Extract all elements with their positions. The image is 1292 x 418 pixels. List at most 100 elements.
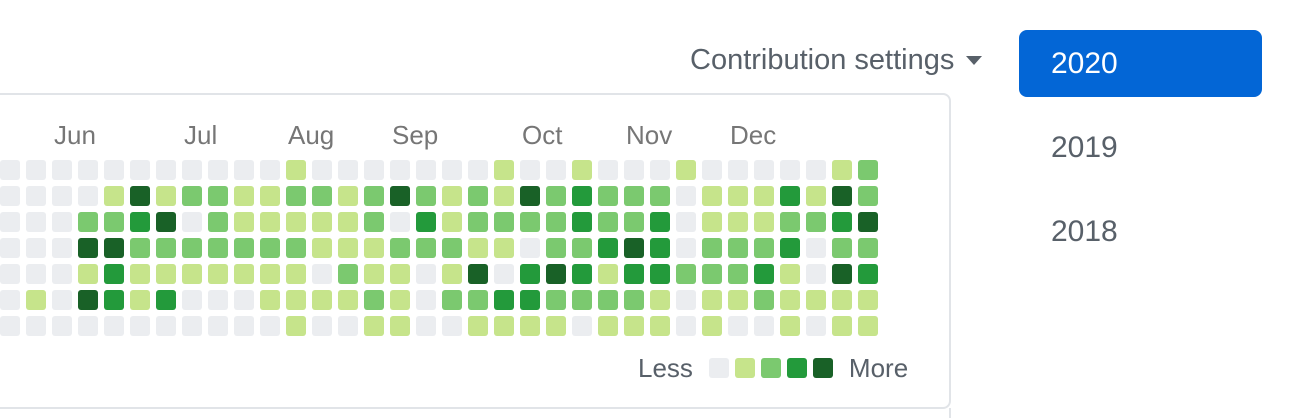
contribution-cell[interactable] xyxy=(182,264,202,284)
contribution-cell[interactable] xyxy=(364,212,384,232)
contribution-cell[interactable] xyxy=(390,290,410,310)
contribution-cell[interactable] xyxy=(234,238,254,258)
contribution-cell[interactable] xyxy=(130,316,150,336)
contribution-cell[interactable] xyxy=(156,160,176,180)
contribution-cell[interactable] xyxy=(650,186,670,206)
contribution-cell[interactable] xyxy=(572,290,592,310)
contribution-cell[interactable] xyxy=(858,186,878,206)
contribution-cell[interactable] xyxy=(104,264,124,284)
contribution-cell[interactable] xyxy=(0,264,20,284)
contribution-cell[interactable] xyxy=(520,186,540,206)
contribution-cell[interactable] xyxy=(416,212,436,232)
contribution-cell[interactable] xyxy=(806,160,826,180)
contribution-cell[interactable] xyxy=(130,264,150,284)
contribution-cell[interactable] xyxy=(598,290,618,310)
contribution-cell[interactable] xyxy=(104,290,124,310)
contribution-cell[interactable] xyxy=(0,238,20,258)
contribution-cell[interactable] xyxy=(572,264,592,284)
contribution-cell[interactable] xyxy=(442,238,462,258)
contribution-cell[interactable] xyxy=(468,160,488,180)
contribution-cell[interactable] xyxy=(52,160,72,180)
contribution-cell[interactable] xyxy=(442,316,462,336)
contribution-cell[interactable] xyxy=(234,290,254,310)
contribution-cell[interactable] xyxy=(416,186,436,206)
contribution-cell[interactable] xyxy=(182,290,202,310)
contribution-cell[interactable] xyxy=(832,186,852,206)
contribution-cell[interactable] xyxy=(208,264,228,284)
contribution-cell[interactable] xyxy=(598,212,618,232)
contribution-cell[interactable] xyxy=(754,186,774,206)
contribution-cell[interactable] xyxy=(0,160,20,180)
contribution-cell[interactable] xyxy=(182,212,202,232)
contribution-cell[interactable] xyxy=(780,316,800,336)
contribution-cell[interactable] xyxy=(728,212,748,232)
contribution-cell[interactable] xyxy=(390,316,410,336)
contribution-cell[interactable] xyxy=(780,186,800,206)
contribution-cell[interactable] xyxy=(806,238,826,258)
contribution-cell[interactable] xyxy=(676,290,696,310)
contribution-cell[interactable] xyxy=(312,290,332,310)
contribution-cell[interactable] xyxy=(858,212,878,232)
contribution-cell[interactable] xyxy=(624,186,644,206)
contribution-cell[interactable] xyxy=(338,186,358,206)
contribution-cell[interactable] xyxy=(78,264,98,284)
contribution-cell[interactable] xyxy=(728,160,748,180)
contribution-cell[interactable] xyxy=(754,160,774,180)
contribution-cell[interactable] xyxy=(546,160,566,180)
contribution-cell[interactable] xyxy=(26,264,46,284)
contribution-cell[interactable] xyxy=(572,316,592,336)
contribution-cell[interactable] xyxy=(520,238,540,258)
contribution-cell[interactable] xyxy=(468,238,488,258)
contribution-cell[interactable] xyxy=(442,264,462,284)
contribution-cell[interactable] xyxy=(364,316,384,336)
contribution-cell[interactable] xyxy=(130,238,150,258)
contribution-cell[interactable] xyxy=(832,160,852,180)
contribution-cell[interactable] xyxy=(260,160,280,180)
contribution-cell[interactable] xyxy=(364,186,384,206)
contribution-cell[interactable] xyxy=(234,316,254,336)
year-button-2020[interactable]: 2020 xyxy=(1019,30,1262,97)
contribution-cell[interactable] xyxy=(312,212,332,232)
contribution-cell[interactable] xyxy=(26,316,46,336)
contribution-cell[interactable] xyxy=(728,264,748,284)
contribution-cell[interactable] xyxy=(78,316,98,336)
contribution-cell[interactable] xyxy=(26,160,46,180)
contribution-cell[interactable] xyxy=(390,186,410,206)
contribution-cell[interactable] xyxy=(338,238,358,258)
contribution-cell[interactable] xyxy=(130,160,150,180)
contribution-cell[interactable] xyxy=(650,290,670,310)
contribution-cell[interactable] xyxy=(598,264,618,284)
contribution-cell[interactable] xyxy=(442,186,462,206)
contribution-cell[interactable] xyxy=(858,264,878,284)
contribution-cell[interactable] xyxy=(234,186,254,206)
contribution-cell[interactable] xyxy=(520,290,540,310)
contribution-cell[interactable] xyxy=(442,290,462,310)
contribution-cell[interactable] xyxy=(754,212,774,232)
contribution-cell[interactable] xyxy=(182,160,202,180)
contribution-cell[interactable] xyxy=(286,160,306,180)
contribution-cell[interactable] xyxy=(728,316,748,336)
contribution-cell[interactable] xyxy=(728,290,748,310)
contribution-cell[interactable] xyxy=(0,290,20,310)
contribution-cell[interactable] xyxy=(650,160,670,180)
contribution-cell[interactable] xyxy=(650,212,670,232)
contribution-cell[interactable] xyxy=(182,186,202,206)
contribution-cell[interactable] xyxy=(286,212,306,232)
contribution-cell[interactable] xyxy=(702,186,722,206)
contribution-cell[interactable] xyxy=(598,238,618,258)
contribution-cell[interactable] xyxy=(156,212,176,232)
contribution-cell[interactable] xyxy=(208,238,228,258)
contribution-cell[interactable] xyxy=(858,160,878,180)
contribution-cell[interactable] xyxy=(0,316,20,336)
contribution-cell[interactable] xyxy=(494,290,514,310)
contribution-cell[interactable] xyxy=(208,160,228,180)
contribution-cell[interactable] xyxy=(78,160,98,180)
contribution-cell[interactable] xyxy=(702,316,722,336)
contribution-cell[interactable] xyxy=(624,160,644,180)
contribution-cell[interactable] xyxy=(806,186,826,206)
contribution-settings-dropdown[interactable]: Contribution settings xyxy=(690,42,983,78)
contribution-cell[interactable] xyxy=(754,316,774,336)
contribution-cell[interactable] xyxy=(26,212,46,232)
contribution-cell[interactable] xyxy=(624,264,644,284)
contribution-cell[interactable] xyxy=(676,238,696,258)
